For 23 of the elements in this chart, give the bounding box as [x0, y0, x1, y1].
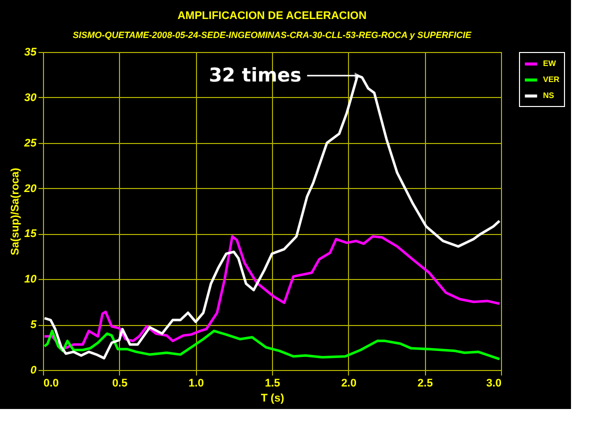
line-series [43, 330, 501, 360]
y-tick-label: 0 [30, 364, 38, 376]
x-tick-label: 2.0 [341, 378, 356, 390]
x-tick-label: 1.5 [264, 378, 280, 390]
x-tick-label: 0.5 [112, 378, 128, 390]
chart-subtitle: SISMO-QUETAME-2008-05-24-SEDE-INGEOMINAS-CRA-30-CLL-53-REG-ROCA y SUPERFICIE [72, 30, 472, 40]
legend-label: NS [543, 91, 555, 100]
legend-label: VER [543, 75, 560, 84]
y-tick-label: 10 [24, 274, 38, 286]
y-tick-label: 35 [24, 46, 38, 58]
x-tick-label: 1.0 [188, 378, 204, 390]
y-tick-label: 30 [24, 92, 38, 104]
y-tick-label: 20 [23, 182, 38, 195]
x-tick-label: 0.0 [44, 378, 59, 390]
legend-label: EW [543, 59, 556, 68]
x-tick-label: 2.5 [418, 378, 433, 390]
x-tick-label: 3.0 [486, 378, 502, 390]
chart-title: AMPLIFICACION DE ACELERACION [177, 10, 367, 22]
x-axis-title: T (s) [260, 392, 284, 404]
y-axis-title: Sa(sup)/Sa(roca) [9, 167, 22, 256]
y-tick-label: 25 [23, 137, 38, 150]
y-tick-label: 15 [24, 228, 38, 240]
y-tick-label: 5 [30, 319, 38, 332]
